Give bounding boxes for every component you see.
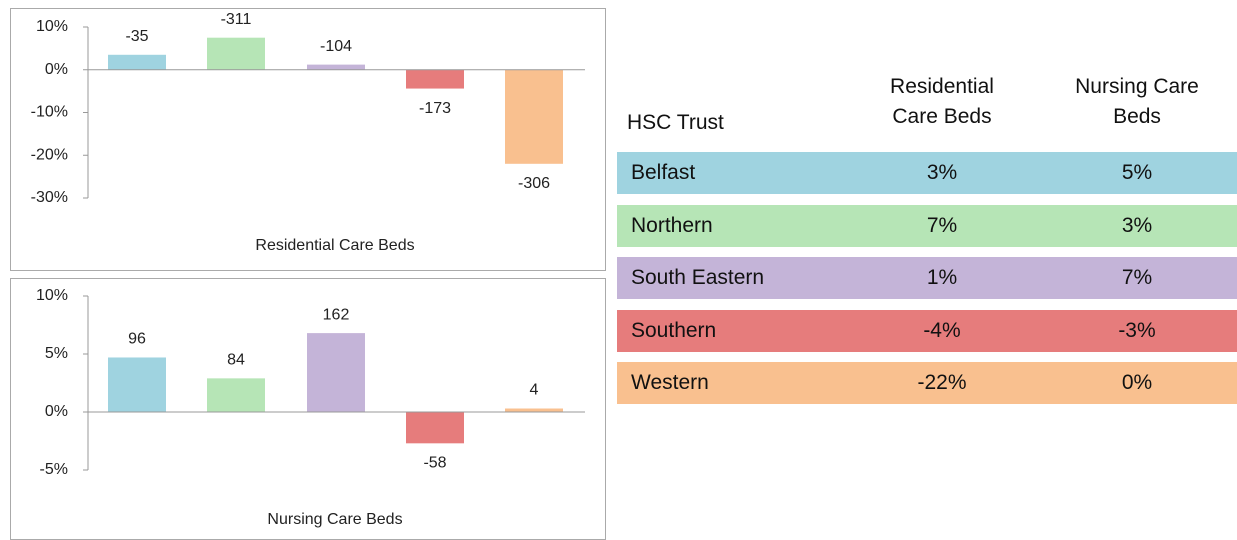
- table-cell: Northern: [631, 213, 713, 237]
- header-cell: Residential Care Beds: [890, 75, 994, 128]
- y-tick-label: 5%: [45, 345, 68, 362]
- data-label: 84: [227, 352, 245, 369]
- data-label: 162: [323, 306, 350, 323]
- data-label: -58: [423, 455, 446, 472]
- table-cell: 7%: [926, 213, 958, 237]
- bar: [108, 54, 166, 70]
- chart-frame: [10, 8, 606, 271]
- chart-title: Nursing Care Beds: [267, 511, 402, 528]
- charts: -30% -20% -10% 0% 10% -35 -311 -104 -173 -306 Resi…: [10, 8, 606, 540]
- data-label: -35: [125, 28, 148, 45]
- y-tick-label: -5%: [40, 461, 68, 478]
- y-tick-label: 0%: [45, 61, 68, 78]
- table-cell: 3%: [1121, 213, 1153, 237]
- table-cell: -4%: [923, 318, 961, 342]
- table-cell: 3%: [926, 161, 958, 184]
- bar: [406, 69, 464, 89]
- y-tick-label: -10%: [31, 104, 68, 121]
- y-tick-label: 10%: [36, 18, 68, 35]
- table: HSC Trust Residential Care Beds Nursing …: [617, 0, 1237, 540]
- table-cell: 7%: [1121, 266, 1153, 289]
- data-label: 4: [530, 382, 539, 399]
- table-row: South Eastern 1% 7%: [617, 257, 1237, 299]
- table-cell: 1%: [926, 266, 958, 289]
- table-cell: Southern: [631, 318, 717, 342]
- chart-title: Residential Care Beds: [255, 237, 414, 254]
- data-label: -173: [419, 100, 451, 117]
- bar: [505, 69, 563, 164]
- table-row: Northern 7% 3%: [617, 204, 1237, 247]
- table-cell: 5%: [1121, 161, 1153, 184]
- table-cell: -3%: [1118, 318, 1156, 342]
- bar: [307, 64, 365, 70]
- y-tick-label: 0%: [45, 403, 68, 420]
- data-label: -311: [221, 11, 252, 28]
- data-label: 96: [128, 331, 146, 348]
- header-cell: Nursing Care Beds: [1075, 75, 1199, 128]
- y-tick-label: 10%: [36, 287, 68, 304]
- y-tick-label: -30%: [31, 189, 68, 206]
- data-label: -104: [320, 38, 352, 55]
- y-tick-label: -20%: [31, 146, 68, 163]
- bar: [207, 378, 265, 412]
- bar: [505, 408, 563, 412]
- bar: [207, 37, 265, 70]
- table-row: Western -22% 0%: [617, 362, 1237, 404]
- bar: [406, 412, 464, 444]
- table-row: Belfast 3% 5%: [617, 152, 1237, 194]
- table-cell: South Eastern: [631, 266, 765, 289]
- header-cell: HSC Trust: [627, 111, 724, 134]
- data-label: -306: [518, 175, 550, 192]
- table-cell: Belfast: [631, 161, 696, 184]
- bar: [307, 333, 365, 412]
- bar: [108, 357, 166, 412]
- table-row: Southern -4% -3%: [617, 309, 1237, 352]
- table-cell: Western: [631, 371, 709, 394]
- table-cell: -22%: [917, 371, 967, 394]
- table-cell: 0%: [1121, 371, 1153, 394]
